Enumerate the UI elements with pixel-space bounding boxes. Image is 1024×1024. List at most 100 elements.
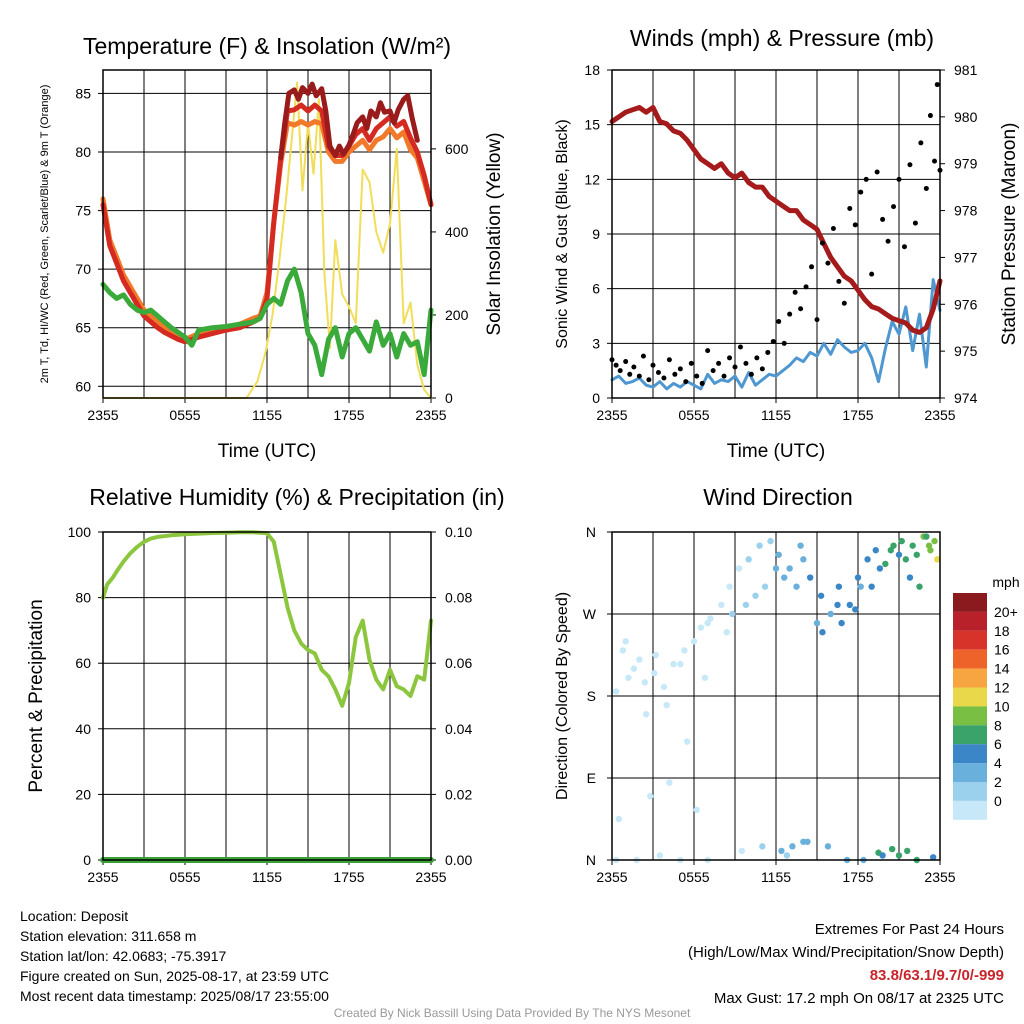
dir-point	[879, 852, 886, 859]
wind-gust-point	[874, 169, 880, 175]
temp-y-tick-label: 60	[75, 378, 91, 394]
wind-gust-point	[863, 176, 869, 182]
dir-point	[723, 629, 730, 636]
colorbar-label: 6	[994, 736, 1002, 752]
temp-y-tick-label: 75	[75, 203, 91, 219]
colorbar-title: mph	[992, 574, 1019, 590]
dir-point	[852, 606, 859, 613]
wind-gust-point	[819, 240, 825, 246]
rh-x-tick-label: 0555	[169, 869, 200, 885]
created-text: Figure created on Sun, 2025-08-17, at 23…	[20, 968, 329, 984]
dir-point	[909, 542, 916, 549]
dir-point	[738, 847, 746, 855]
rh-y-tick-label: 100	[68, 524, 92, 540]
dir-point	[838, 619, 845, 627]
dir-point	[656, 852, 664, 859]
dir-point	[642, 711, 650, 718]
dir-point	[778, 847, 785, 855]
wind-y2-tick-label: 980	[954, 109, 978, 125]
dir-point	[827, 610, 834, 618]
wind-gust-point	[683, 379, 689, 385]
dir-point	[906, 574, 914, 581]
temp-y-tick-label: 65	[75, 320, 91, 336]
temp-x-tick-label: 2355	[415, 407, 446, 423]
wind-series-pressure	[609, 105, 943, 335]
rh-x-tick-label: 1155	[252, 869, 282, 885]
wind-gust-point	[809, 264, 815, 270]
dir-y-tick-label: E	[587, 770, 596, 786]
dir-point	[718, 601, 725, 609]
wind-gust-point	[852, 222, 858, 228]
dir-point	[693, 806, 700, 814]
dir-point	[934, 556, 941, 563]
dir-y-tick-label: S	[587, 688, 596, 704]
rh-y2-tick-label: 0.06	[445, 655, 472, 671]
wind-y-tick-label: 0	[592, 390, 600, 406]
dir-point	[895, 852, 903, 859]
rh-y2-tick-label: 0.00	[445, 852, 472, 868]
colorbar-label: 20+	[994, 604, 1018, 620]
rh-series-humidity	[101, 530, 433, 708]
colorbar-swatch	[953, 593, 987, 612]
wind-gust-point	[617, 368, 623, 374]
wind-gust-point	[716, 360, 722, 366]
dir-point	[800, 556, 807, 563]
dir-y-tick-label: W	[583, 606, 597, 622]
temp-y-axis-label: 2m T, Td, HI/WC (Red, Green, Scarlet/Blu…	[39, 85, 51, 384]
dir-point	[612, 688, 620, 695]
colorbar-swatch	[953, 630, 987, 650]
dir-point	[742, 601, 750, 609]
wind-y2-tick-label: 976	[954, 296, 978, 312]
colorbar-swatch	[953, 800, 987, 820]
rh-y2-tick-label: 0.10	[445, 524, 472, 540]
temp-y2-tick-label: 600	[445, 141, 469, 157]
wind-y2-tick-label: 977	[954, 249, 978, 265]
latlon-text: Station lat/lon: 42.0683; -75.3917	[20, 948, 227, 964]
wind-gust-point	[847, 205, 853, 211]
wind-gust-point	[869, 271, 875, 277]
colorbar-swatch	[953, 706, 987, 726]
colorbar-swatch	[953, 611, 987, 631]
dir-y-tick-label: N	[586, 852, 596, 868]
credits-footer: Created By Nick Bassill Using Data Provi…	[333, 1006, 691, 1020]
dir-point	[876, 565, 884, 572]
dir-point	[772, 565, 780, 572]
wind-y-tick-label: 6	[592, 281, 600, 297]
wind-gust-point	[934, 82, 940, 88]
wind-y-tick-label: 3	[592, 335, 600, 351]
dir-point	[622, 638, 629, 645]
wind-gust-point	[640, 353, 646, 359]
wind-gust-point	[672, 371, 678, 377]
wind-y2-tick-label: 978	[954, 203, 978, 219]
wind-gust-point	[885, 238, 891, 244]
dir-point	[681, 647, 688, 654]
temp-series-solar	[102, 81, 432, 399]
dir-chart-title: Wind Direction	[703, 484, 853, 510]
colorbar-swatch	[953, 687, 987, 707]
wind-gust-point	[825, 260, 831, 266]
wind-gust-point	[721, 373, 727, 379]
temp-x-tick-label: 1155	[252, 407, 282, 423]
dir-point	[726, 583, 733, 590]
dir-y-tick-label: N	[586, 524, 596, 540]
dir-point	[804, 838, 811, 845]
wind-gust-point	[748, 371, 754, 377]
dir-x-tick-label: 2355	[924, 869, 955, 885]
dir-point	[781, 574, 788, 581]
wind-gust-point	[891, 204, 897, 210]
temp-x-tick-label: 0555	[169, 407, 200, 423]
wind-series-sonic	[610, 278, 942, 391]
wind-gust-point	[759, 366, 765, 372]
wind-gust-point	[655, 369, 661, 375]
temp-series-dewpoint	[100, 266, 434, 378]
wind-x-tick-label: 2355	[596, 407, 627, 423]
colorbar-swatch	[953, 782, 987, 801]
wind-gust-point	[694, 373, 700, 379]
wind-gust-point	[918, 140, 924, 146]
temp-y2-axis-label: Solar Insolation (Yellow)	[484, 132, 505, 335]
wind-y-axis-label: Sonic Wind & Gust (Blue, Black)	[554, 119, 571, 348]
dir-point	[651, 670, 658, 677]
wind-gust-point	[923, 185, 929, 191]
dir-point	[904, 847, 911, 855]
